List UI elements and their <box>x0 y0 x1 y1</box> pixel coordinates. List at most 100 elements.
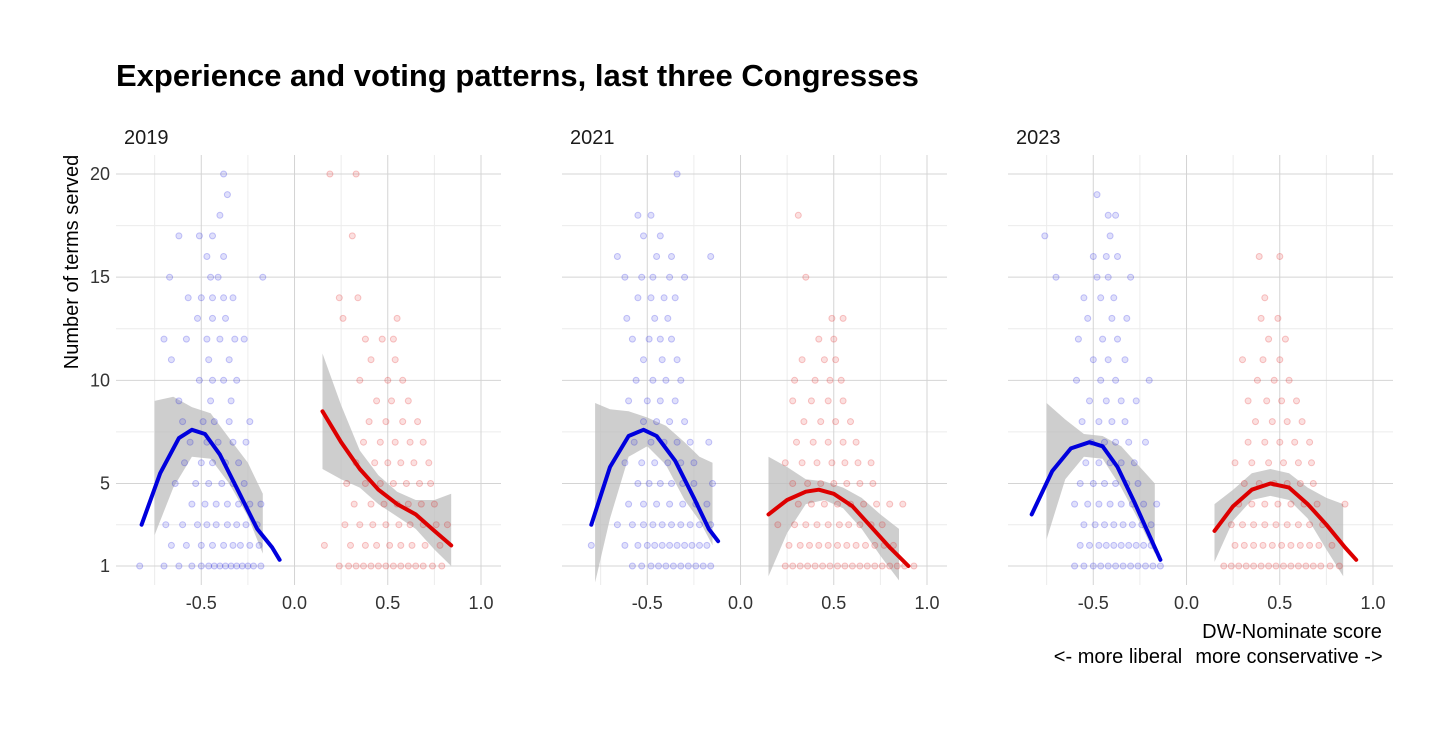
data-point <box>1313 500 1321 508</box>
data-point <box>382 562 390 570</box>
data-point <box>175 397 183 405</box>
data-point <box>613 253 621 260</box>
data-point <box>1240 480 1248 487</box>
data-point <box>1257 314 1265 322</box>
data-point <box>408 541 416 549</box>
data-point <box>1283 521 1291 529</box>
data-point <box>389 562 397 570</box>
data-point <box>367 356 375 364</box>
data-point <box>367 500 375 508</box>
data-point <box>162 521 170 529</box>
data-point <box>212 500 220 508</box>
x-tick-label: 0.0 <box>1174 593 1199 613</box>
data-point <box>634 480 642 487</box>
data-point <box>856 562 864 570</box>
data-point <box>796 541 804 549</box>
data-point <box>628 521 636 529</box>
data-point <box>707 253 715 260</box>
data-point <box>1276 438 1284 446</box>
data-point <box>910 562 918 570</box>
data-point <box>671 294 679 302</box>
data-point <box>834 541 841 549</box>
data-point <box>1125 438 1133 446</box>
y-tick-label: 5 <box>100 473 110 493</box>
data-point <box>587 541 595 549</box>
data-point <box>406 521 414 529</box>
data-point <box>1278 397 1286 405</box>
y-tick-label: 20 <box>90 164 110 184</box>
data-point <box>225 418 233 426</box>
data-point <box>1080 294 1088 302</box>
data-point <box>794 500 802 508</box>
data-point <box>847 418 854 426</box>
data-point <box>255 541 263 549</box>
data-point <box>834 562 841 570</box>
x-axis-label-liberal: <- more liberal <box>1054 646 1182 668</box>
data-point <box>1095 459 1103 467</box>
data-point <box>1089 356 1097 364</box>
data-point <box>798 459 806 467</box>
data-point <box>696 541 703 549</box>
data-point <box>664 314 672 322</box>
data-point <box>1281 335 1289 343</box>
data-point <box>1328 541 1336 549</box>
data-point <box>1076 480 1084 487</box>
data-point <box>1270 376 1278 384</box>
fit-line <box>139 427 282 562</box>
data-point <box>1250 541 1258 549</box>
data-point <box>638 273 646 281</box>
data-point <box>1253 376 1261 384</box>
data-point <box>1114 253 1121 260</box>
data-point <box>352 170 360 178</box>
data-point <box>1227 521 1235 529</box>
series-democrat <box>136 170 282 570</box>
data-point <box>845 521 853 529</box>
data-point <box>384 376 392 384</box>
data-point <box>425 459 433 467</box>
series-republican <box>766 211 918 581</box>
data-point <box>223 191 231 199</box>
data-point <box>1276 253 1284 260</box>
data-point <box>679 500 687 508</box>
x-axis-label-main: DW-Nominate score <box>1202 621 1382 643</box>
data-point <box>699 562 707 570</box>
data-point <box>1294 459 1302 467</box>
data-point <box>651 314 659 322</box>
data-point <box>899 500 907 508</box>
data-point <box>1123 314 1131 322</box>
data-point <box>1227 562 1235 570</box>
data-point <box>658 521 666 529</box>
data-point <box>1263 397 1271 405</box>
data-point <box>220 294 228 302</box>
data-point <box>1104 562 1112 570</box>
data-point <box>690 480 698 487</box>
data-point <box>643 397 651 405</box>
data-point <box>886 562 894 570</box>
data-point <box>1298 418 1306 426</box>
data-point <box>1302 562 1310 570</box>
data-point <box>233 521 241 529</box>
data-point <box>820 500 828 508</box>
facet-label: 2023 <box>1016 127 1061 149</box>
data-point <box>707 562 715 570</box>
data-point <box>1102 253 1110 260</box>
data-point <box>1140 541 1148 549</box>
data-point <box>625 397 633 405</box>
data-point <box>841 459 849 467</box>
data-point <box>1326 562 1334 570</box>
data-point <box>798 356 806 364</box>
data-point <box>1089 480 1097 487</box>
data-point <box>1091 521 1099 529</box>
data-point <box>393 314 401 322</box>
data-point <box>774 521 782 529</box>
data-point <box>429 562 436 570</box>
data-point <box>205 356 213 364</box>
data-point <box>1287 541 1295 549</box>
data-point <box>878 521 886 529</box>
data-point <box>209 459 216 467</box>
data-point <box>216 335 224 343</box>
data-point <box>1110 541 1118 549</box>
data-point <box>1276 356 1284 364</box>
data-point <box>417 500 425 508</box>
data-point <box>201 500 209 508</box>
